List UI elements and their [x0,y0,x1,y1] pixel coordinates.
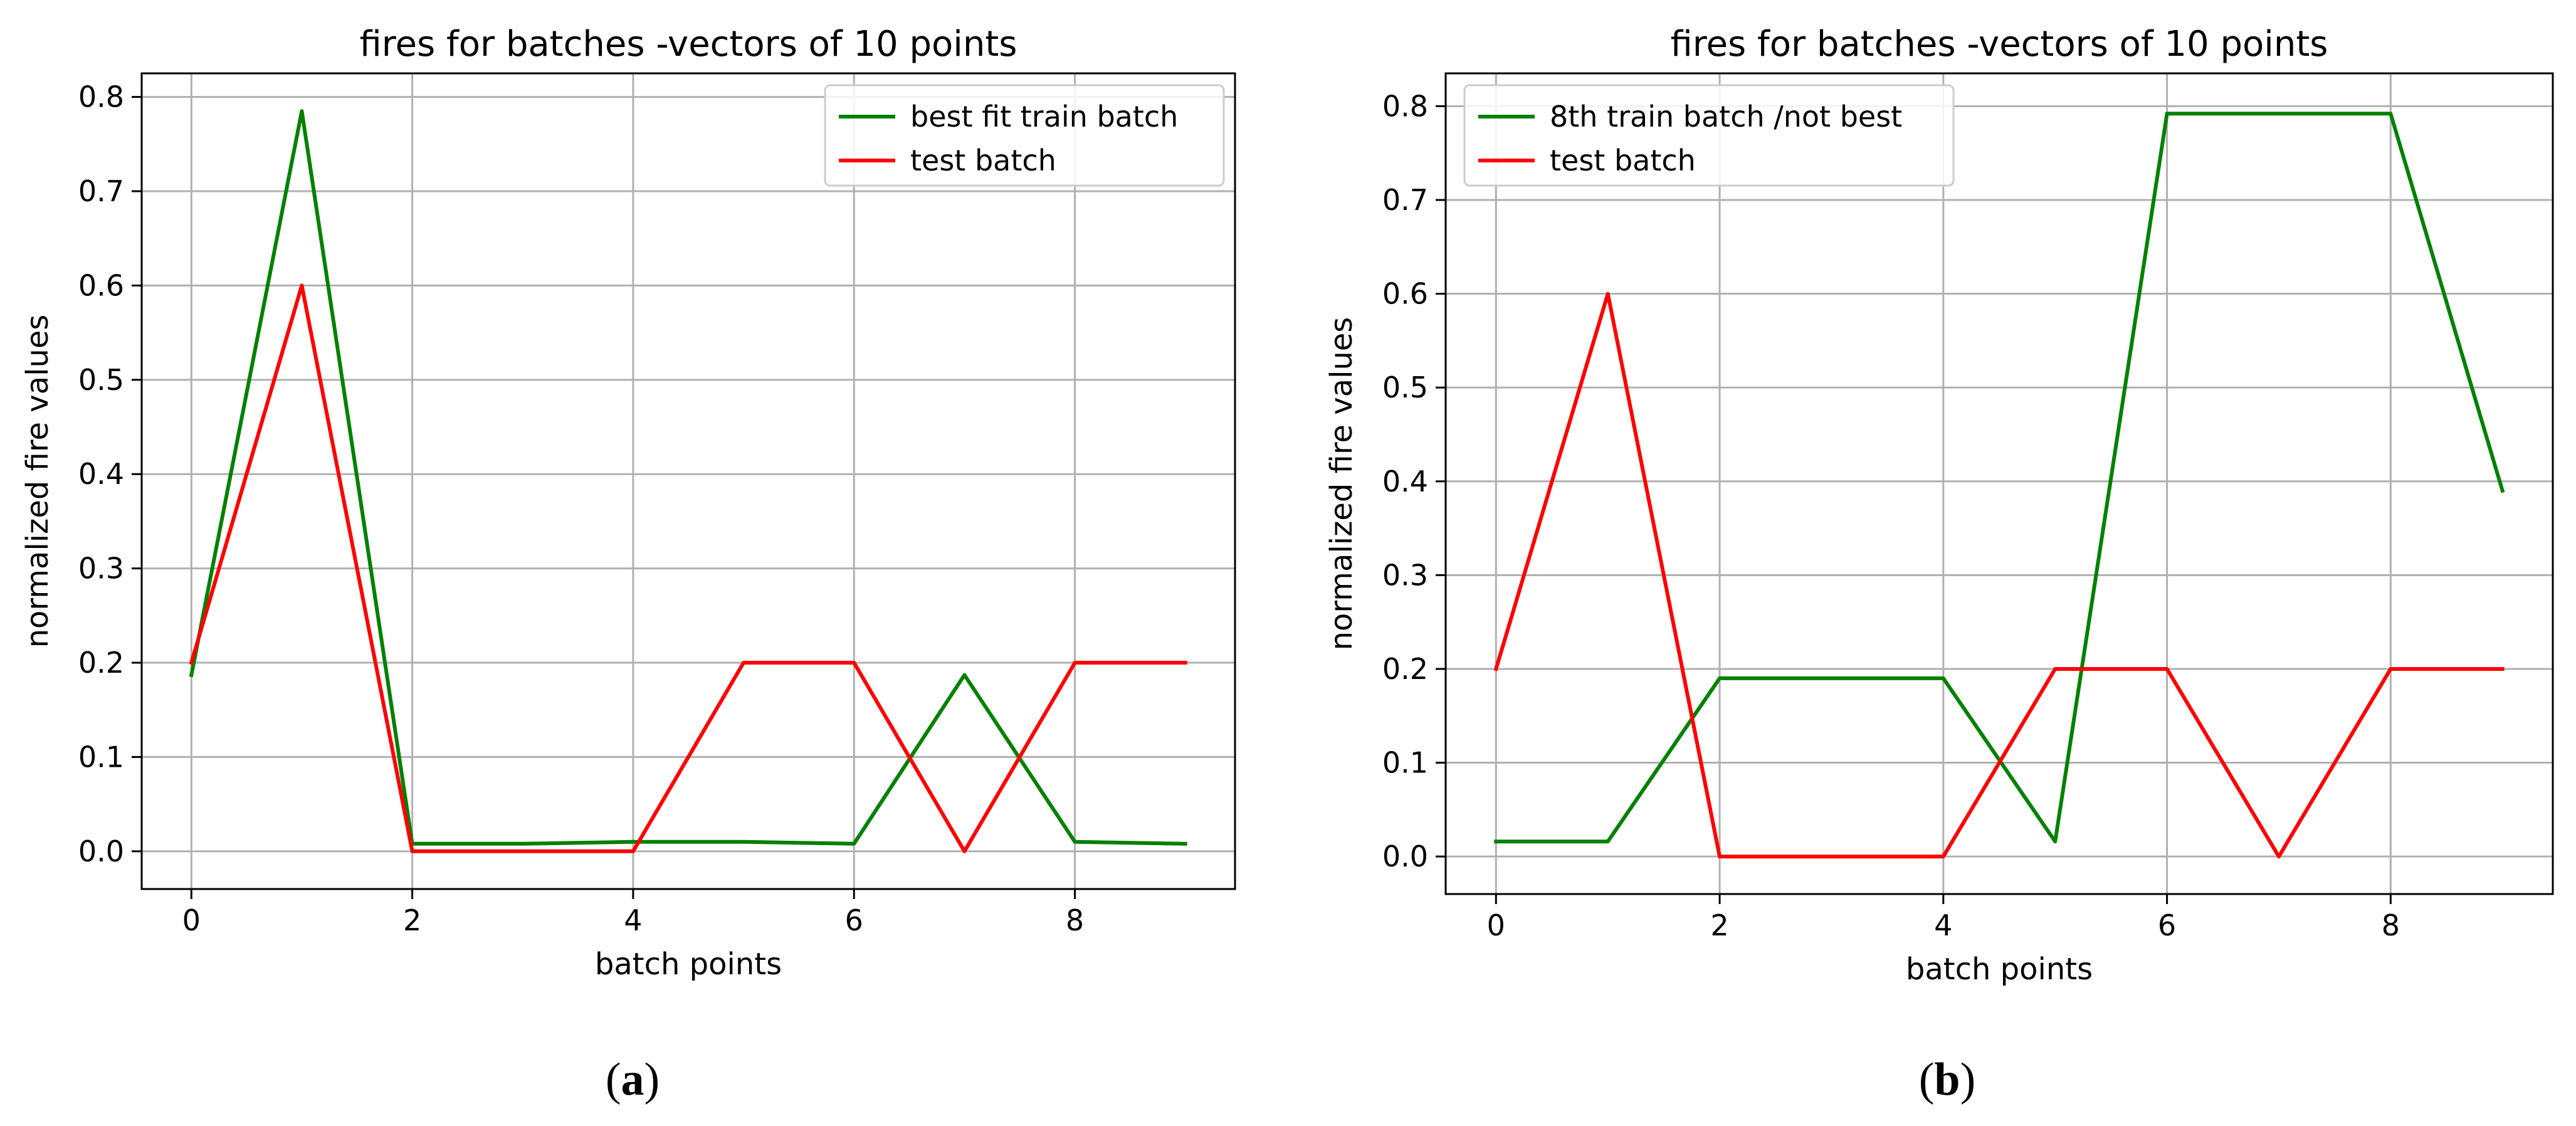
data-point [2165,112,2169,115]
legend-box [1463,84,1955,187]
data-point [300,283,303,287]
data-point [1606,292,1610,296]
legend-label: 8th train batch /not best [1550,100,1902,134]
x-tick-label: 0 [1487,908,1505,942]
x-tick-label: 4 [624,903,642,937]
data-point [631,840,635,844]
x-tick-label: 2 [1710,908,1728,942]
data-point [1606,839,1610,843]
data-point [631,850,635,853]
x-tick-label: 6 [2158,908,2176,942]
y-axis-label: normalized fire values [1324,317,1359,651]
data-point [1942,855,1945,858]
series-line-1 [189,283,1187,853]
y-tick-label: 0.5 [1382,371,1428,404]
data-point [189,661,193,665]
data-point [1829,676,1833,680]
chart-panel-b: 0 2 4 6 8 0.0 0.1 0.2 0.3 0.4 0.5 0.6 0.7 0.8 fires fo… [1324,24,2554,987]
y-tick-label: 0.7 [1382,183,1428,217]
y-tick-label: 0.4 [78,457,124,491]
data-point [742,840,745,844]
data-point [2277,112,2281,115]
y-tick-label: 0.1 [78,740,124,774]
y-axis-label: normalized fire values [20,315,55,648]
chart-panel-a: 0 2 4 6 8 0.0 0.1 0.2 0.3 0.4 0.5 0.6 0.7 0.8 fires fo… [20,24,1236,982]
data-point [2501,667,2505,671]
data-point [852,661,856,665]
x-tick-label: 6 [845,903,863,937]
y-tick-label: 0.1 [1382,746,1428,780]
data-point [962,850,966,853]
data-point [189,673,193,677]
data-point [411,850,414,853]
plot-frame [1444,72,2554,895]
x-tick-label: 4 [1934,908,1952,942]
data-point [852,842,856,846]
data-point [2501,489,2505,493]
caption-a: (a) [605,1054,660,1105]
legend-label: test batch [1550,144,1696,177]
data-point [2165,667,2169,671]
x-axis-label: batch points [595,947,782,982]
data-point [2053,667,2057,671]
y-tick-label: 0.3 [78,552,124,586]
x-tick-label: 8 [1066,903,1084,937]
y-tick-label: 0.2 [1382,652,1428,686]
data-point [521,842,525,846]
chart-title: fires for batches -vectors of 10 points [1671,24,2328,65]
y-tick-label: 0.6 [1382,277,1428,311]
y-tick-label: 0.4 [1382,465,1428,498]
data-point [2389,667,2392,671]
x-tick-label: 0 [182,903,201,937]
y-tick-label: 0.8 [78,80,124,114]
data-point [1073,840,1077,844]
legend-label: best fit train batch [910,100,1178,134]
data-point [1718,855,1722,858]
data-point [1073,661,1077,665]
data-point [1829,855,1833,858]
data-point [1718,676,1722,680]
y-tick-label: 0.2 [78,646,124,680]
y-tick-label: 0.6 [78,268,124,302]
data-point [521,850,525,853]
data-point [742,661,745,665]
x-tick-label: 8 [2382,908,2400,942]
y-tick-label: 0.7 [78,174,124,208]
legend-box [824,84,1225,187]
caption-b: (b) [1918,1054,1976,1105]
x-tick-label: 2 [403,903,421,937]
data-point [300,109,303,113]
chart-title: fires for batches -vectors of 10 points [360,24,1017,65]
series-line-1 [1493,292,2505,859]
plot-frame [140,72,1236,890]
y-tick-label: 0.3 [1382,558,1428,592]
y-tick-label: 0.8 [1382,89,1428,123]
x-axis-label: batch points [1906,952,2093,987]
y-tick-label: 0.5 [78,363,124,397]
legend: 8th train batch /not best test batch [1463,84,1955,187]
legend-label: test batch [910,144,1056,177]
data-point [2277,855,2281,858]
data-point [1184,661,1187,665]
data-point [2053,839,2057,843]
y-tick-label: 0.0 [78,834,124,868]
data-point [1494,667,1498,671]
data-point [1494,839,1498,843]
data-point [1184,842,1187,846]
y-tick-label: 0.0 [1382,839,1428,873]
data-point [1942,676,1945,680]
data-point [2389,112,2392,115]
legend: best fit train batch test batch [824,84,1225,187]
data-point [962,673,966,677]
